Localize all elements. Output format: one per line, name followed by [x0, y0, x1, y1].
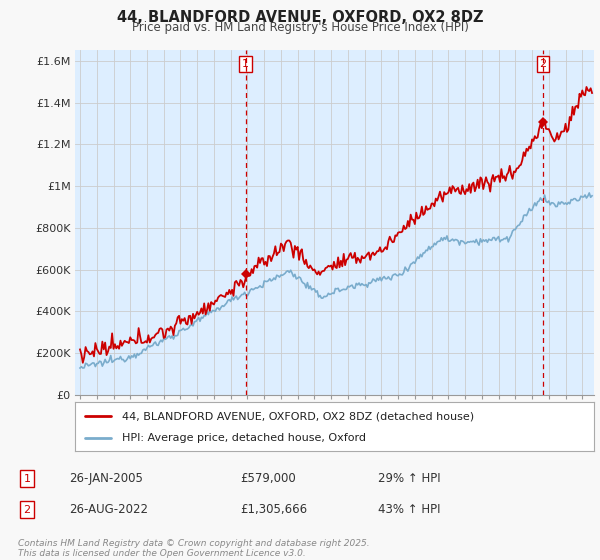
Text: Price paid vs. HM Land Registry's House Price Index (HPI): Price paid vs. HM Land Registry's House … [131, 21, 469, 34]
Text: 26-AUG-2022: 26-AUG-2022 [69, 503, 148, 516]
Text: 1: 1 [23, 474, 31, 484]
Text: 2: 2 [539, 59, 547, 69]
Text: 1: 1 [242, 59, 249, 69]
Text: 44, BLANDFORD AVENUE, OXFORD, OX2 8DZ: 44, BLANDFORD AVENUE, OXFORD, OX2 8DZ [117, 10, 483, 25]
Text: 43% ↑ HPI: 43% ↑ HPI [378, 503, 440, 516]
Text: 26-JAN-2005: 26-JAN-2005 [69, 472, 143, 486]
Text: 29% ↑ HPI: 29% ↑ HPI [378, 472, 440, 486]
Text: 2: 2 [23, 505, 31, 515]
Text: HPI: Average price, detached house, Oxford: HPI: Average price, detached house, Oxfo… [122, 433, 366, 444]
Text: 44, BLANDFORD AVENUE, OXFORD, OX2 8DZ (detached house): 44, BLANDFORD AVENUE, OXFORD, OX2 8DZ (d… [122, 411, 474, 421]
Text: Contains HM Land Registry data © Crown copyright and database right 2025.
This d: Contains HM Land Registry data © Crown c… [18, 539, 370, 558]
Text: £579,000: £579,000 [240, 472, 296, 486]
Text: £1,305,666: £1,305,666 [240, 503, 307, 516]
